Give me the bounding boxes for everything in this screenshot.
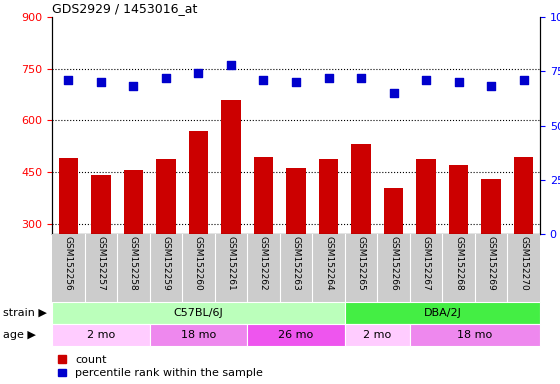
Legend: count, percentile rank within the sample: count, percentile rank within the sample [58,355,263,379]
Bar [91,175,110,234]
Bar [58,158,78,234]
Bar [247,324,345,346]
Text: GSM152265: GSM152265 [357,236,366,291]
Bar [351,144,371,234]
Text: GSM152262: GSM152262 [259,236,268,291]
Text: GSM152256: GSM152256 [64,236,73,291]
Bar [449,165,468,234]
Bar [286,168,306,234]
Text: DBA/2J: DBA/2J [423,308,461,318]
Text: 2 mo: 2 mo [87,330,115,340]
Bar [482,179,501,234]
Text: 26 mo: 26 mo [278,330,314,340]
Point [422,77,431,83]
Point [226,62,235,68]
Text: GSM152259: GSM152259 [161,236,170,291]
Bar [156,159,176,234]
Point [161,74,170,81]
Text: GSM152268: GSM152268 [454,236,463,291]
Text: 18 mo: 18 mo [181,330,216,340]
Bar [254,157,273,234]
Point [292,79,301,85]
Point [357,74,366,81]
Text: GSM152264: GSM152264 [324,236,333,291]
Text: GSM152257: GSM152257 [96,236,105,291]
Bar [52,302,345,324]
Bar [384,187,403,234]
Point [96,79,105,85]
Bar [52,324,150,346]
Text: GSM152270: GSM152270 [519,236,528,291]
Point [259,77,268,83]
Text: 18 mo: 18 mo [458,330,493,340]
Text: strain ▶: strain ▶ [3,308,46,318]
Bar [189,131,208,234]
Text: GSM152269: GSM152269 [487,236,496,291]
Bar [124,170,143,234]
Point [389,90,398,96]
Point [64,77,73,83]
Text: GSM152261: GSM152261 [226,236,235,291]
Bar [345,324,410,346]
Point [454,79,463,85]
Bar [345,302,540,324]
Text: C57BL/6J: C57BL/6J [174,308,223,318]
Text: 2 mo: 2 mo [363,330,391,340]
Text: GSM152266: GSM152266 [389,236,398,291]
Point [194,70,203,76]
Bar [150,324,247,346]
Text: GSM152260: GSM152260 [194,236,203,291]
Bar [410,324,540,346]
Text: GSM152258: GSM152258 [129,236,138,291]
Bar [319,159,338,234]
Bar [514,157,534,234]
Point [487,83,496,89]
Point [519,77,528,83]
Bar [417,159,436,234]
Text: GSM152263: GSM152263 [292,236,301,291]
Text: GSM152267: GSM152267 [422,236,431,291]
Bar [221,100,241,234]
Text: GDS2929 / 1453016_at: GDS2929 / 1453016_at [52,2,197,15]
Text: age ▶: age ▶ [3,330,36,340]
Point [129,83,138,89]
Point [324,74,333,81]
